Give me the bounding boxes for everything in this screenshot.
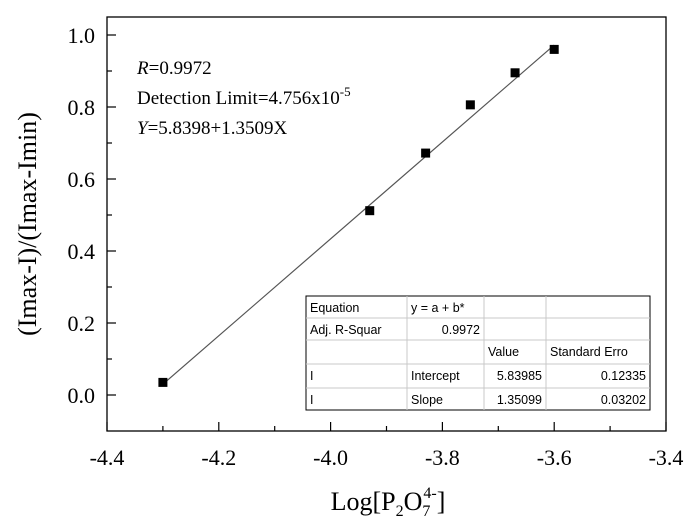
- x-tick-label: -4.0: [313, 445, 348, 470]
- x-axis-title: Log[P2O74-]: [331, 485, 446, 520]
- table-cell: 1.35099: [497, 393, 542, 407]
- table-cell: Equation: [310, 301, 359, 315]
- axis-ticks: [106, 34, 667, 431]
- table-cell: 0.12335: [601, 369, 646, 383]
- table-cell: I: [310, 369, 313, 383]
- data-point: [510, 68, 520, 78]
- y-tick-label: 0.0: [68, 383, 96, 408]
- y-tick-label: 0.8: [68, 95, 96, 120]
- table-cell: Adj. R-Squar: [310, 323, 382, 337]
- fit-line: [162, 44, 555, 385]
- y-tick-label: 1.0: [68, 23, 96, 48]
- x-tick-labels: -4.4 -4.2 -4.0 -3.8 -3.6 -3.4: [90, 445, 684, 470]
- x-tick-label: -4.2: [201, 445, 236, 470]
- data-point: [365, 206, 375, 216]
- table-cell: Standard Erro: [550, 345, 628, 359]
- table-cell: Intercept: [411, 369, 460, 383]
- y-tick-label: 0.6: [68, 167, 96, 192]
- equation-annotation: Y=5.8398+1.3509X: [137, 118, 288, 139]
- y-tick-label: 0.4: [68, 239, 96, 264]
- table-cell: Value: [488, 345, 519, 359]
- y-axis-title: (Imax-I)/(Imax-Imin): [13, 112, 42, 336]
- table-cell: Slope: [411, 393, 443, 407]
- table-cell: I: [310, 393, 313, 407]
- detection-limit-annotation: Detection Limit=4.756x10-5: [137, 84, 351, 109]
- table-border: [305, 295, 651, 411]
- table-cell: 0.9972: [442, 323, 480, 337]
- data-points: [158, 44, 559, 387]
- x-tick-label: -3.6: [537, 445, 572, 470]
- x-tick-label: -3.8: [425, 445, 460, 470]
- data-point: [465, 100, 475, 110]
- y-tick-label: 0.2: [68, 311, 96, 336]
- data-point: [549, 44, 559, 54]
- x-tick-label: -4.4: [90, 445, 125, 470]
- table-cell: y = a + b*: [411, 301, 465, 315]
- x-tick-label: -3.4: [649, 445, 684, 470]
- data-point: [421, 148, 431, 158]
- table-cell: 0.03202: [601, 393, 646, 407]
- y-tick-labels: 0.0 0.2 0.4 0.6 0.8 1.0: [68, 23, 96, 408]
- fit-statistics-table: Equation y = a + b* Adj. R-Squar 0.9972 Valu…: [305, 295, 651, 411]
- table-cell: 5.83985: [497, 369, 542, 383]
- data-point: [158, 377, 168, 387]
- r-annotation: R=0.9972: [136, 58, 212, 79]
